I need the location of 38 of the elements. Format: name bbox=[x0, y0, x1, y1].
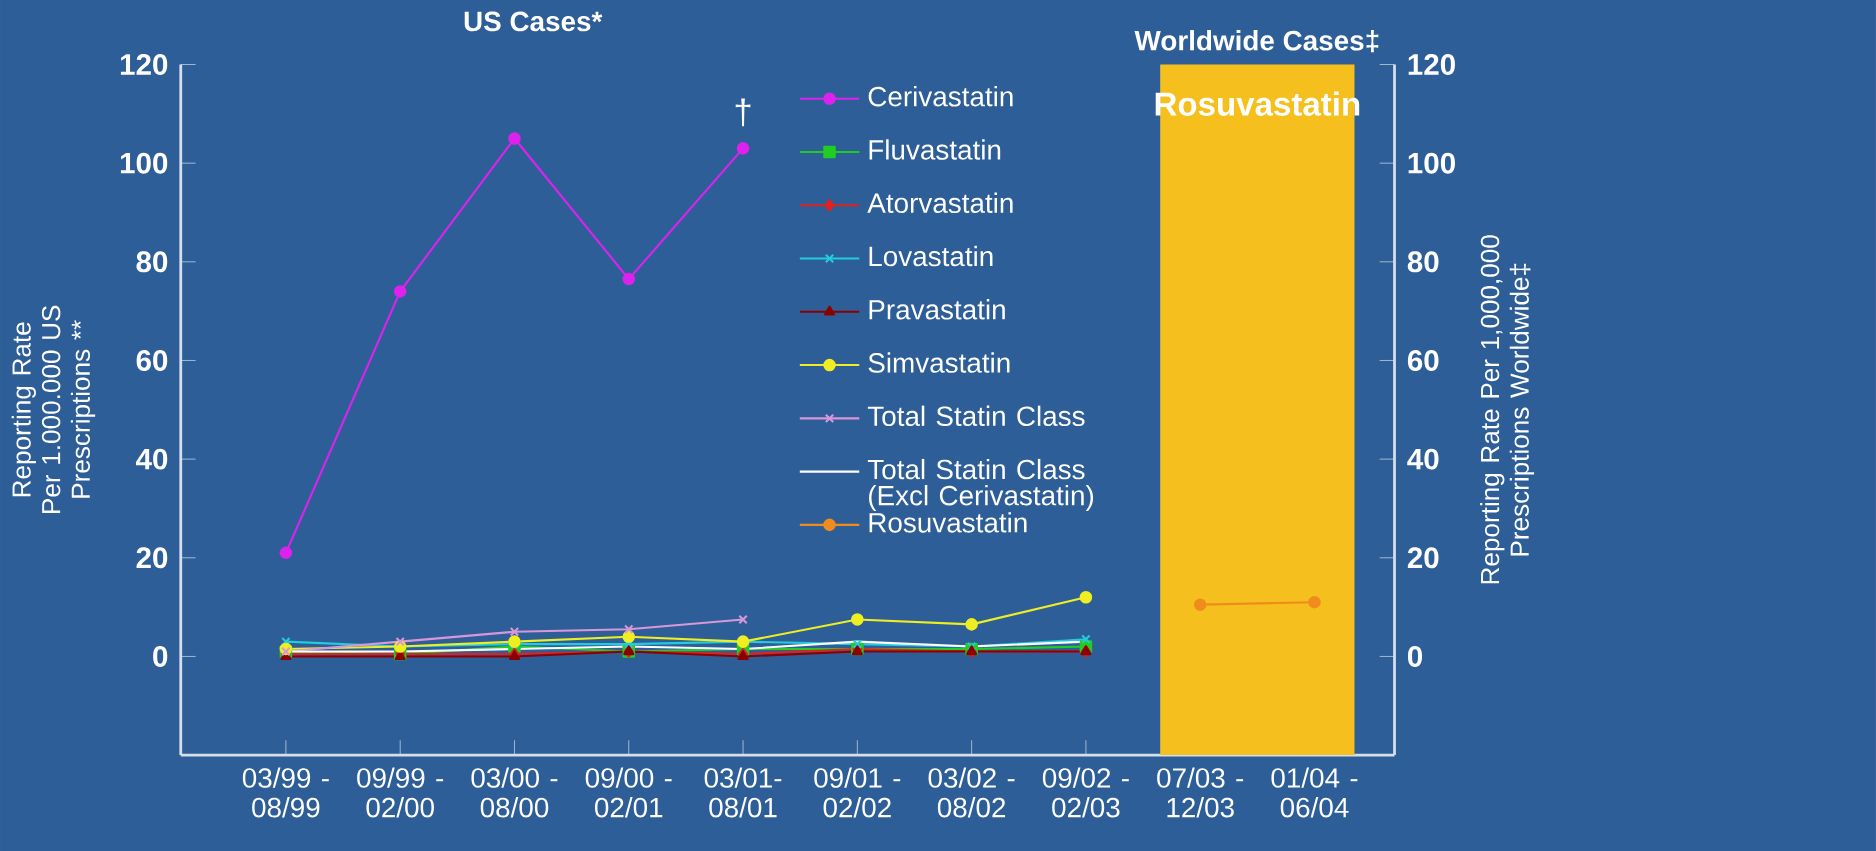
y-tick-label: 40 bbox=[135, 448, 168, 470]
x-tick-label: 09/99 - 02/00 bbox=[357, 767, 444, 818]
y2-tick-label: 0 bbox=[1407, 645, 1423, 667]
y-tick-label: 80 bbox=[136, 251, 168, 273]
x-tick-label: 03/99 - 08/99 bbox=[242, 767, 329, 818]
y2-tick-label: 120 bbox=[1408, 53, 1455, 75]
y2-tick-label: 60 bbox=[1407, 349, 1439, 371]
y-axis-title: Reporting Rate Per 1.000.000 US Prescriptions ** bbox=[11, 305, 96, 513]
y2-tick-label: 80 bbox=[1407, 251, 1439, 273]
y-tick-label: 100 bbox=[120, 152, 168, 174]
x-tick-label: 09/00 - 02/01 bbox=[585, 767, 672, 818]
x-tick-label: 03/01-08/01 bbox=[704, 767, 782, 818]
annotation: † bbox=[735, 98, 751, 127]
x-tick-label: 09/01 - 02/02 bbox=[814, 767, 901, 818]
legend-label: Total Statin Class (Excl Cerivastatin) bbox=[867, 458, 1094, 511]
legend-label: Atorvastatin bbox=[867, 192, 1013, 213]
legend-label: Rosuvastatin bbox=[869, 512, 1027, 533]
y2-tick-label: 20 bbox=[1407, 547, 1439, 569]
legend-label: Pravastatin bbox=[869, 299, 1005, 320]
legend-label: Total Statin Class bbox=[867, 405, 1085, 427]
y-tick-label: 60 bbox=[136, 349, 168, 371]
legend-label: Cerivastatin bbox=[868, 85, 1013, 107]
y2-tick-label: 100 bbox=[1408, 152, 1455, 174]
y-tick-label: 120 bbox=[120, 53, 168, 75]
legend-label: Lovastatin bbox=[869, 245, 993, 267]
y-tick-label: 0 bbox=[153, 645, 168, 667]
x-tick-label: 09/02 - 02/03 bbox=[1042, 767, 1129, 818]
y2-axis-title: Reporting Rate Per 1,000,000 Prescriptions Worldwide‡ bbox=[1480, 235, 1535, 584]
y2-tick-label: 40 bbox=[1407, 448, 1439, 470]
x-tick-label: 01/04 - 06/04 bbox=[1271, 767, 1358, 818]
x-tick-label: 07/03 - 12/03 bbox=[1157, 767, 1244, 818]
legend-label: Simvastatin bbox=[868, 352, 1010, 373]
text: Worldwide Cases‡ bbox=[1134, 29, 1379, 53]
legend-label: Fluvastatin bbox=[869, 139, 1001, 160]
x-tick-label: 03/02 - 08/02 bbox=[928, 767, 1015, 818]
x-tick-label: 03/00 - 08/00 bbox=[471, 767, 558, 818]
y-tick-label: 20 bbox=[136, 547, 168, 569]
chart-title: US Cases* bbox=[464, 11, 603, 32]
